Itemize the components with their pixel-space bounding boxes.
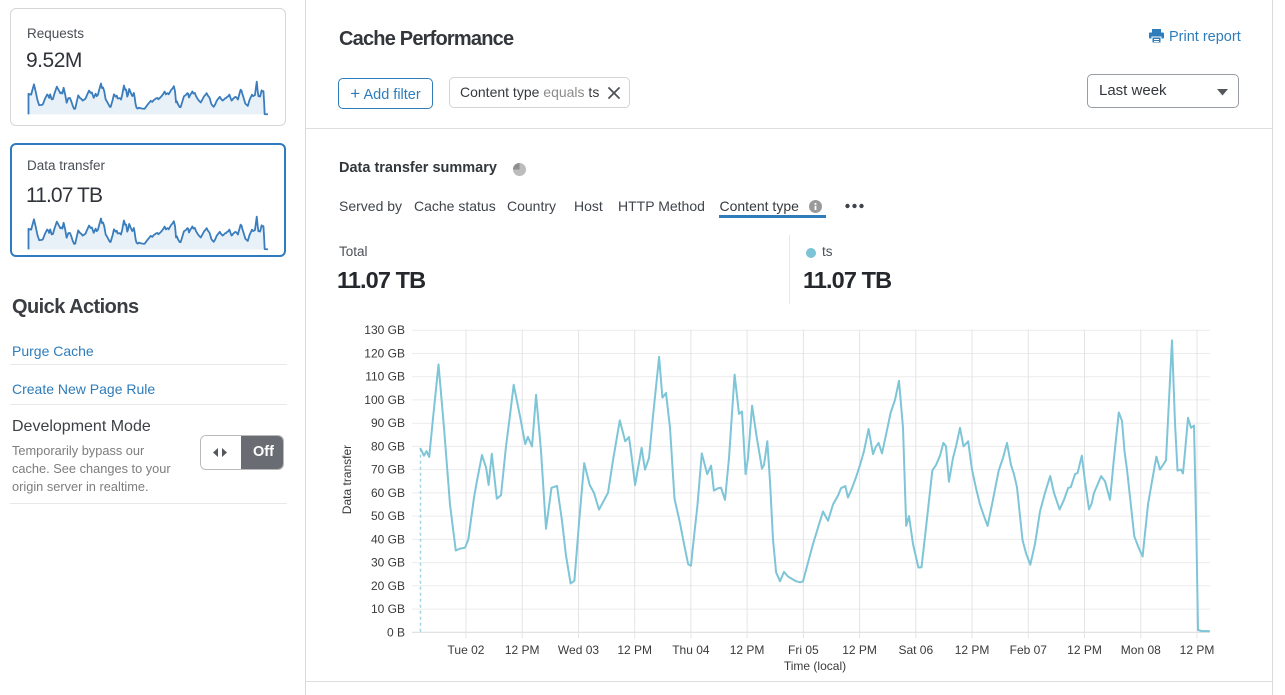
svg-text:Feb 07: Feb 07 xyxy=(1010,643,1048,657)
svg-text:20 GB: 20 GB xyxy=(371,579,405,593)
svg-text:Wed 03: Wed 03 xyxy=(558,643,599,657)
svg-text:12 PM: 12 PM xyxy=(1067,643,1102,657)
svg-text:50 GB: 50 GB xyxy=(371,509,405,523)
svg-text:10 GB: 10 GB xyxy=(371,602,405,616)
svg-text:12 PM: 12 PM xyxy=(617,643,652,657)
svg-text:12 PM: 12 PM xyxy=(955,643,990,657)
svg-text:130 GB: 130 GB xyxy=(364,323,405,337)
svg-text:Data transfer: Data transfer xyxy=(340,445,354,514)
svg-text:40 GB: 40 GB xyxy=(371,532,405,546)
svg-text:90 GB: 90 GB xyxy=(371,416,405,430)
svg-text:12 PM: 12 PM xyxy=(842,643,877,657)
svg-text:100 GB: 100 GB xyxy=(364,393,405,407)
svg-text:Time (local): Time (local) xyxy=(784,659,846,673)
svg-text:12 PM: 12 PM xyxy=(730,643,765,657)
svg-text:30 GB: 30 GB xyxy=(371,556,405,570)
svg-text:12 PM: 12 PM xyxy=(1180,643,1215,657)
svg-text:120 GB: 120 GB xyxy=(364,347,405,361)
svg-text:80 GB: 80 GB xyxy=(371,439,405,453)
svg-text:Tue 02: Tue 02 xyxy=(448,643,485,657)
svg-text:0 B: 0 B xyxy=(387,625,405,639)
svg-text:110 GB: 110 GB xyxy=(365,370,405,384)
svg-text:Fri 05: Fri 05 xyxy=(788,643,819,657)
svg-text:12 PM: 12 PM xyxy=(505,643,540,657)
svg-text:Mon 08: Mon 08 xyxy=(1121,643,1161,657)
svg-text:Sat 06: Sat 06 xyxy=(898,643,933,657)
svg-text:70 GB: 70 GB xyxy=(371,463,405,477)
svg-text:Thu 04: Thu 04 xyxy=(672,643,710,657)
svg-text:60 GB: 60 GB xyxy=(371,486,405,500)
